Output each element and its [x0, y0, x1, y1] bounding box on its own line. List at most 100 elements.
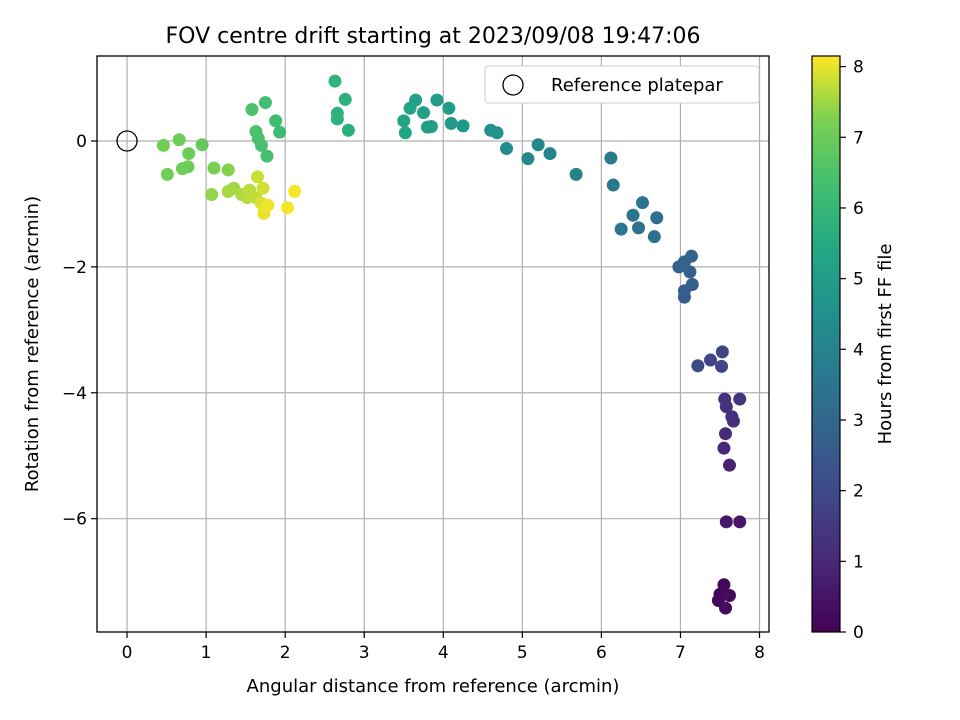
grid-lines: [97, 56, 769, 632]
x-tick-label: 7: [675, 643, 686, 663]
data-point: [175, 162, 189, 176]
reference-platepar-marker: [116, 130, 138, 152]
data-point: [733, 392, 747, 406]
x-axis-label: Angular distance from reference (arcmin): [247, 676, 620, 697]
chart-title: FOV centre drift starting at 2023/09/08 …: [166, 24, 701, 49]
data-point: [403, 101, 417, 115]
y-axis-ticks: 0 −2 −4 −6: [62, 132, 97, 530]
data-point: [250, 170, 264, 184]
data-point: [258, 96, 272, 110]
data-point: [632, 221, 646, 235]
data-point: [328, 74, 342, 88]
data-point: [647, 230, 661, 244]
data-point: [397, 114, 411, 128]
x-axis-ticks: 0 1 2 3 4 5 6 7 8: [122, 632, 765, 663]
data-point: [719, 427, 733, 441]
data-point: [531, 138, 545, 152]
colorbar-tick-label: 0: [853, 623, 864, 643]
data-point: [650, 211, 664, 225]
data-point: [703, 353, 717, 367]
colorbar-tick-label: 3: [853, 411, 864, 431]
data-point: [281, 201, 295, 215]
colorbar-tick-label: 7: [853, 128, 864, 148]
colorbar-tick-label: 6: [853, 199, 864, 219]
data-point: [604, 151, 618, 165]
colorbar-tick-label: 1: [853, 552, 864, 572]
colorbar: 0 1 2 3 4 5 6 7 8 Hours from first FF file: [811, 55, 896, 643]
legend: Reference platepar: [484, 65, 760, 104]
legend-label-reference: Reference platepar: [551, 75, 723, 96]
x-tick-label: 4: [438, 643, 449, 663]
colorbar-tick-label: 2: [853, 482, 864, 502]
colorbar-tick-label: 8: [853, 58, 864, 78]
data-point: [715, 359, 729, 373]
data-point: [733, 515, 747, 529]
data-point: [484, 123, 498, 137]
data-point: [182, 147, 196, 161]
data-point: [456, 119, 470, 133]
data-point: [606, 178, 620, 192]
legend-marker-reference: [502, 74, 524, 96]
data-point: [288, 184, 302, 198]
data-point: [205, 187, 219, 201]
data-point: [614, 222, 628, 236]
x-tick-label: 1: [201, 643, 212, 663]
data-point: [685, 249, 699, 263]
x-tick-label: 5: [517, 643, 528, 663]
y-axis-label: Rotation from reference (arcmin): [22, 196, 43, 492]
x-tick-label: 2: [280, 643, 291, 663]
data-point: [685, 278, 699, 292]
data-point: [338, 92, 352, 106]
data-point: [719, 601, 733, 615]
data-points: [156, 74, 747, 615]
data-point: [273, 125, 287, 139]
data-point: [636, 196, 650, 210]
y-tick-label: −2: [62, 258, 87, 278]
data-point: [543, 147, 557, 161]
data-point: [717, 441, 731, 455]
data-point: [341, 123, 355, 137]
x-tick-label: 0: [122, 643, 133, 663]
data-point: [260, 149, 274, 163]
data-point: [569, 167, 583, 181]
data-point: [249, 125, 263, 139]
y-tick-label: −6: [62, 510, 87, 530]
data-point: [715, 345, 729, 359]
data-point: [261, 198, 275, 212]
data-point: [626, 208, 640, 222]
data-point: [725, 410, 739, 424]
x-tick-label: 6: [596, 643, 607, 663]
data-point: [430, 93, 444, 107]
data-point: [417, 106, 431, 120]
reference-marker-layer: [116, 130, 138, 152]
data-point: [444, 116, 458, 130]
data-point: [156, 138, 170, 152]
data-point: [521, 152, 535, 166]
x-tick-label: 8: [754, 643, 765, 663]
legend-box: [484, 65, 760, 104]
data-point: [722, 588, 736, 602]
data-point: [718, 392, 732, 406]
data-point: [269, 114, 283, 128]
data-point: [398, 126, 412, 140]
colorbar-tick-label: 5: [853, 270, 864, 290]
data-point: [691, 359, 705, 373]
data-point: [207, 161, 221, 175]
colorbar-gradient: [811, 55, 841, 633]
data-point: [683, 265, 697, 279]
data-point: [442, 101, 456, 115]
data-point: [195, 138, 209, 152]
data-point: [221, 163, 235, 177]
colorbar-label: Hours from first FF file: [875, 244, 896, 445]
y-tick-label: 0: [76, 132, 87, 152]
plot-frame: [96, 55, 770, 633]
data-point: [420, 120, 434, 134]
data-point: [717, 578, 731, 592]
data-point: [245, 103, 259, 117]
y-tick-label: −4: [62, 384, 87, 404]
data-point: [221, 184, 235, 198]
data-point: [330, 112, 344, 126]
data-point: [256, 181, 270, 195]
data-point: [160, 167, 174, 181]
